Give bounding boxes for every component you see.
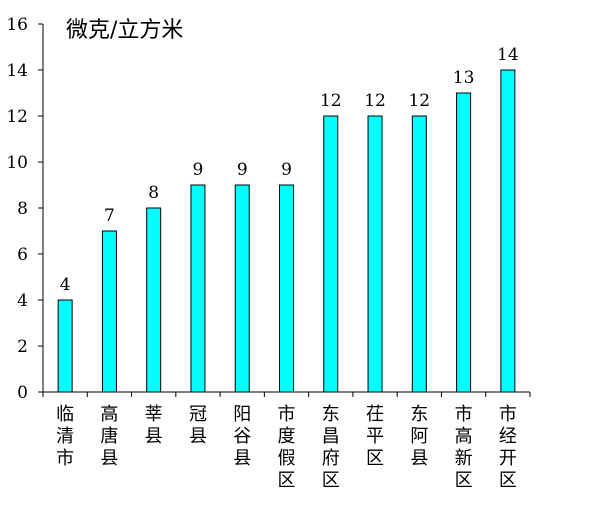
data-label: 9 (237, 160, 248, 180)
data-label: 12 (364, 91, 386, 111)
category-label: 东阿县 (410, 404, 428, 469)
y-tick-label: 12 (6, 107, 28, 127)
bar (146, 207, 162, 393)
bar (190, 184, 206, 393)
bar (367, 115, 383, 393)
category-label: 莘县 (145, 404, 163, 447)
bar (279, 184, 294, 393)
unit-label: 微克/立方米 (66, 18, 184, 43)
y-tick-label: 6 (17, 245, 28, 265)
bar (500, 69, 516, 393)
y-tick-label: 8 (17, 199, 28, 219)
y-tick-label: 4 (17, 291, 28, 311)
bar (57, 299, 73, 393)
y-tick-label: 10 (6, 153, 28, 173)
bar (101, 230, 117, 393)
data-label: 9 (281, 160, 292, 180)
category-label: 东昌府区 (322, 404, 340, 491)
y-tick-label: 0 (17, 383, 28, 403)
category-label: 临清市 (56, 404, 74, 469)
category-label: 市度假区 (278, 404, 296, 491)
category-label: 市高新区 (455, 404, 473, 491)
bar (411, 115, 427, 393)
category-label: 市经开区 (499, 404, 517, 491)
y-tick-label: 16 (6, 15, 28, 35)
data-label: 14 (497, 45, 519, 65)
y-tick-label: 2 (17, 337, 28, 357)
data-label: 8 (148, 183, 159, 203)
y-axis: 0 2 4 6 8 10 12 14 16 (6, 15, 44, 403)
category-label: 高唐县 (100, 404, 118, 469)
category-label: 茌平区 (366, 404, 384, 469)
data-label: 12 (320, 91, 342, 111)
data-label: 7 (104, 206, 115, 226)
value-labels: 4 7 8 9 9 9 12 12 12 13 14 (60, 45, 519, 295)
data-label: 13 (453, 68, 475, 88)
data-label: 4 (60, 275, 71, 295)
category-label: 冠县 (189, 404, 207, 447)
data-label: 9 (193, 160, 204, 180)
bar (456, 92, 472, 393)
bars (57, 69, 516, 393)
bar (323, 115, 339, 393)
data-label: 12 (408, 91, 430, 111)
x-axis (42, 391, 531, 397)
category-label: 阳谷县 (233, 404, 251, 469)
y-tick-label: 14 (6, 61, 28, 81)
bar (234, 184, 250, 393)
